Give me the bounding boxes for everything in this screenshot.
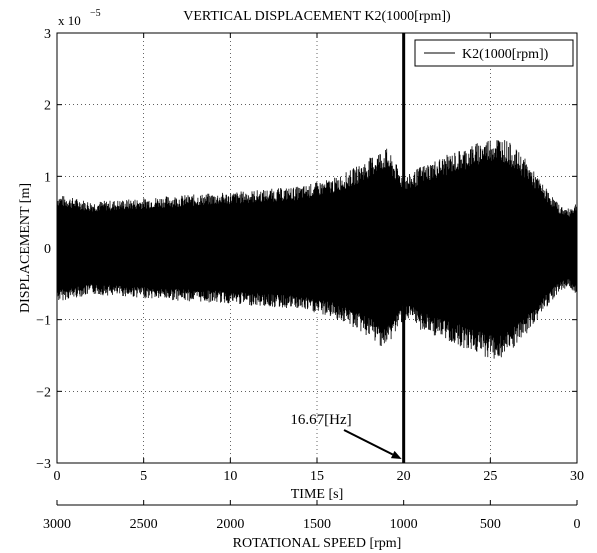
annotation-text: 16.67[Hz] xyxy=(290,412,351,428)
secondary-x-tick-label-3: 1500 xyxy=(303,517,331,532)
y-tick-label-2: −1 xyxy=(36,314,51,329)
x-tick-label-2: 10 xyxy=(223,469,237,484)
y-axis-label: DISPLACEMENT [m] xyxy=(18,183,33,313)
y-tick-label-3: 0 xyxy=(44,242,51,257)
annotation-arrow-shaft xyxy=(343,429,394,456)
secondary-x-tick-labels: 3000 2500 2000 1500 1000 500 0 xyxy=(43,517,581,532)
data-series xyxy=(56,140,578,359)
x-tick-label-6: 30 xyxy=(570,469,584,484)
y-multiplier-exponent: −5 xyxy=(90,8,101,19)
x-tick-label-0: 0 xyxy=(54,469,61,484)
legend: K2(1000[rpm]) xyxy=(414,39,574,67)
chart-title: VERTICAL DISPLACEMENT K2(1000[rpm]) xyxy=(183,9,451,24)
x-tick-label-1: 5 xyxy=(140,469,147,484)
y-multiplier: x 10 −5 xyxy=(58,8,101,28)
secondary-x-axis-label: ROTATIONAL SPEED [rpm] xyxy=(233,536,402,551)
y-tick-label-4: 1 xyxy=(44,170,51,185)
x-tick-label-4: 20 xyxy=(397,469,411,484)
x-tick-label-5: 25 xyxy=(483,469,497,484)
y-tick-label-5: 2 xyxy=(44,99,51,114)
x-tick-labels: 0 5 10 15 20 25 30 xyxy=(54,469,585,484)
legend-box xyxy=(414,39,574,67)
y-tick-label-6: 3 xyxy=(44,27,51,42)
secondary-x-tick-label-5: 500 xyxy=(480,517,501,532)
x-axis-label: TIME [s] xyxy=(291,487,344,502)
series-line-k2 xyxy=(56,140,578,359)
secondary-x-axis: 3000 2500 2000 1500 1000 500 0 ROTATIONAL SPEE… xyxy=(43,500,581,551)
x-tick-label-3: 15 xyxy=(310,469,324,484)
legend-entry: K2(1000[rpm]) xyxy=(462,47,549,62)
annotation-arrow-head xyxy=(390,450,402,459)
y-tick-label-0: −3 xyxy=(36,457,51,472)
secondary-x-tick-label-6: 0 xyxy=(574,517,581,532)
y-tick-label-1: −2 xyxy=(36,385,51,400)
secondary-x-tick-label-4: 1000 xyxy=(390,517,418,532)
secondary-axis-ticks xyxy=(56,500,578,505)
y-multiplier-base: x 10 xyxy=(58,13,81,28)
ticks xyxy=(56,32,578,464)
secondary-x-tick-label-1: 2500 xyxy=(130,517,158,532)
annotation-16-67hz: 16.67[Hz] xyxy=(290,412,402,459)
secondary-x-tick-label-0: 3000 xyxy=(43,517,71,532)
secondary-x-tick-label-2: 2000 xyxy=(216,517,244,532)
y-tick-labels: −3 −2 −1 0 1 2 3 xyxy=(36,27,51,472)
